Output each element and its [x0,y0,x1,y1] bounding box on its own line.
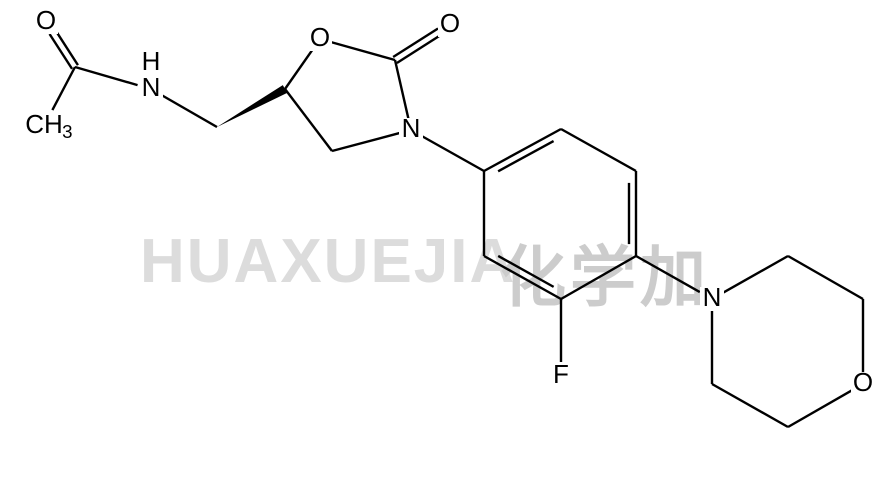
atom-o_ring: O [310,22,330,52]
atom-n_ring: N [402,113,421,143]
atom-f: F [553,359,569,389]
atom-ch3-sub: 3 [62,121,72,142]
figure-frame: { "figure": { "type": "chemical-structur… [0,0,875,502]
atom-ch3: CH [25,109,63,139]
molecule-svg: OCH3NHOONFNO [0,0,875,502]
bonds-layer [50,28,863,427]
atom-o_morph: O [853,367,873,397]
atom-n_amide-H: H [142,46,161,76]
atom-n_amide: N [142,72,161,102]
atom-labels-layer: OCH3NHOONFNO [25,5,873,397]
atom-o_exo: O [440,8,460,38]
atom-o_co_ac: O [36,5,56,35]
atom-n_morph: N [703,282,722,312]
